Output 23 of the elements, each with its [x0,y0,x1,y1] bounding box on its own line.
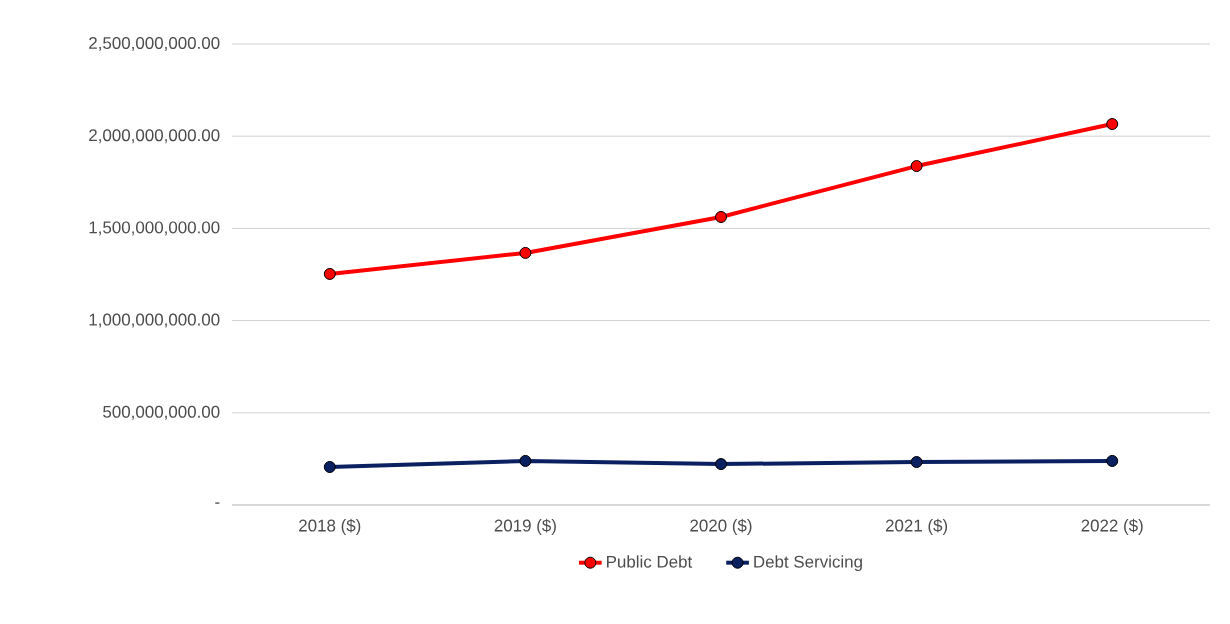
point [715,458,728,471]
point [1106,118,1119,131]
x-tick-label: 2021 ($) [885,518,948,535]
legend-label: Public Debt [607,555,693,568]
y-tick-label: 2,000,000,000.00 [89,129,220,144]
point [323,267,336,280]
x-tick-label: 2020 ($) [690,518,752,535]
point [715,210,728,223]
x-tick-label: 2022 ($) [1081,518,1143,535]
point [519,454,532,467]
point [519,246,532,259]
y-tick-label: 1,000,000,000.00 [89,313,220,328]
y-tick-label: 2,500,000,000.00 [89,37,220,51]
y-tick-label: 1,500,000,000.00 [89,221,220,236]
x-tick-label: 2019 ($) [494,518,556,535]
y-tick-label: - [215,502,220,504]
point [910,160,923,173]
point [910,456,923,469]
point [323,461,336,474]
legend-label: Debt Servicing [754,555,862,572]
x-tick-label: 2018 ($) [299,518,361,535]
y-tick-label: 500,000,000.00 [103,405,220,420]
point [1106,454,1119,467]
